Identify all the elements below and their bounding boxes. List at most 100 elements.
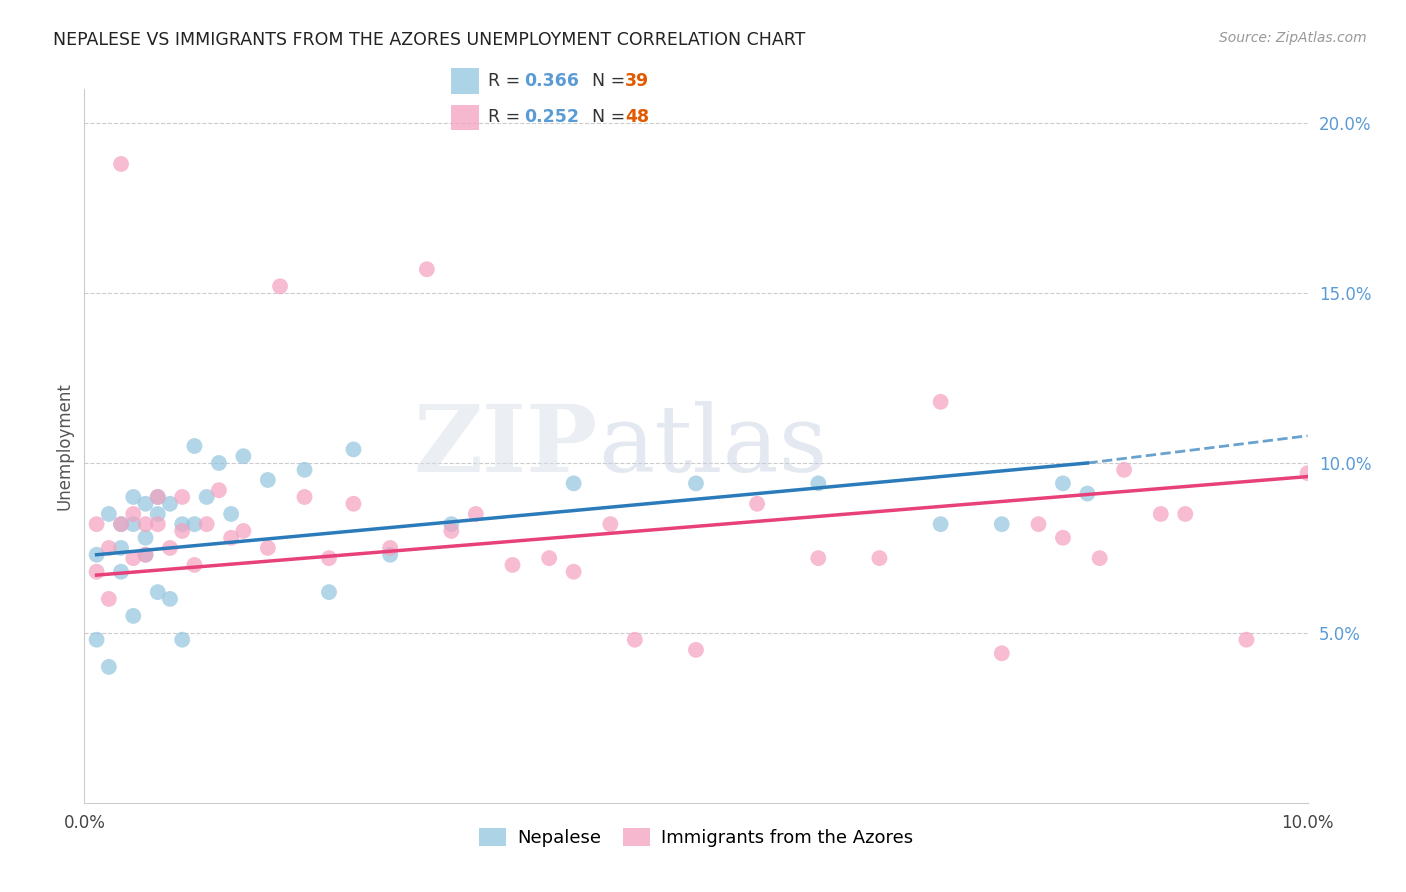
Point [1150,507,1173,521]
Point [219,507,242,521]
Point [1028,517,1050,532]
Point [122,490,145,504]
Text: R =: R = [488,71,526,89]
Point [562,476,585,491]
Point [538,551,561,566]
Point [269,279,291,293]
Point [110,517,132,532]
Point [183,517,205,532]
Text: ZIP: ZIP [413,401,598,491]
Point [172,490,194,504]
Point [1236,632,1258,647]
Point [1076,486,1098,500]
Point [110,157,132,171]
Point [318,585,340,599]
Point [440,524,463,538]
Point [1052,476,1074,491]
Point [502,558,524,572]
Point [1114,463,1136,477]
Point [599,517,621,532]
Point [195,517,218,532]
Point [172,524,194,538]
Point [86,632,108,647]
Point [807,476,830,491]
Point [929,394,952,409]
Point [416,262,439,277]
Text: 39: 39 [626,71,650,89]
Point [122,517,145,532]
FancyBboxPatch shape [451,104,478,130]
Text: N =: N = [592,71,631,89]
Point [342,497,364,511]
Point [172,517,194,532]
Point [86,548,108,562]
Point [159,541,181,555]
Point [1174,507,1197,521]
Point [342,442,364,457]
Point [135,548,157,562]
Point [257,473,280,487]
Legend: Nepalese, Immigrants from the Azores: Nepalese, Immigrants from the Azores [472,821,920,855]
Point [1052,531,1074,545]
Point [562,565,585,579]
Point [232,524,254,538]
Point [380,541,402,555]
Point [219,531,242,545]
Text: NEPALESE VS IMMIGRANTS FROM THE AZORES UNEMPLOYMENT CORRELATION CHART: NEPALESE VS IMMIGRANTS FROM THE AZORES U… [53,31,806,49]
Point [747,497,769,511]
Point [159,591,181,606]
Text: N =: N = [592,108,631,126]
Point [97,541,120,555]
Point [1088,551,1111,566]
Text: 48: 48 [626,108,650,126]
Point [172,632,194,647]
Point [146,507,169,521]
Point [257,541,280,555]
Point [807,551,830,566]
Point [440,517,463,532]
Point [183,439,205,453]
Text: 0.366: 0.366 [524,71,579,89]
Text: atlas: atlas [598,401,827,491]
Point [146,585,169,599]
Point [97,507,120,521]
Point [991,517,1014,532]
Point [869,551,891,566]
Point [159,497,181,511]
Text: 0.252: 0.252 [524,108,579,126]
Point [110,565,132,579]
Point [624,632,647,647]
Point [110,541,132,555]
Point [146,517,169,532]
Point [86,517,108,532]
Point [685,643,707,657]
Point [318,551,340,566]
Point [135,531,157,545]
Point [208,456,231,470]
Point [380,548,402,562]
Point [97,591,120,606]
Point [122,507,145,521]
Point [146,490,169,504]
Point [122,608,145,623]
Point [195,490,218,504]
Point [97,660,120,674]
Point [929,517,952,532]
Point [991,646,1014,660]
Y-axis label: Unemployment: Unemployment [55,382,73,510]
Point [208,483,231,498]
Point [685,476,707,491]
Point [135,548,157,562]
Text: Source: ZipAtlas.com: Source: ZipAtlas.com [1219,31,1367,45]
Point [122,551,145,566]
Point [294,490,316,504]
Text: R =: R = [488,108,526,126]
Point [110,517,132,532]
Point [146,490,169,504]
Point [464,507,486,521]
FancyBboxPatch shape [451,68,478,94]
Point [86,565,108,579]
Point [135,517,157,532]
Point [183,558,205,572]
Point [1296,466,1319,480]
